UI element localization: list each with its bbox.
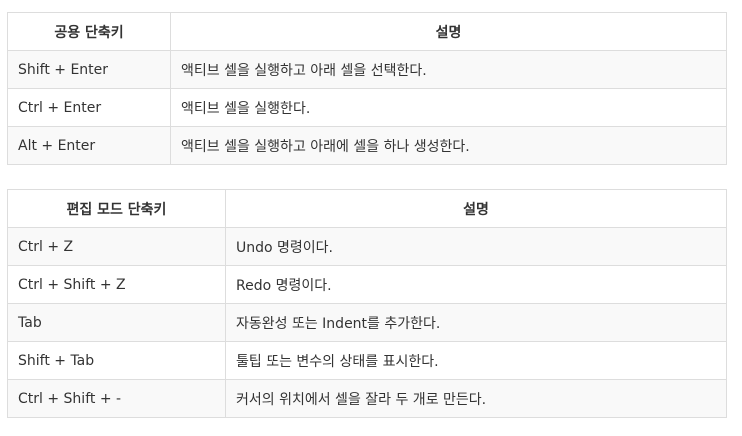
column-header-description: 설명 xyxy=(225,189,727,228)
table-row: Ctrl + Z Undo 명령이다. xyxy=(7,227,727,266)
shortcut-cell: Ctrl + Z xyxy=(7,227,226,266)
column-header-shortcut: 공용 단축키 xyxy=(7,12,171,51)
table-row: Alt + Enter 액티브 셀을 실행하고 아래에 셀을 하나 생성한다. xyxy=(7,126,727,165)
shortcut-cell: Alt + Enter xyxy=(7,126,171,165)
table-row: Shift + Tab 툴팁 또는 변수의 상태를 표시한다. xyxy=(7,341,727,380)
description-cell: 액티브 셀을 실행하고 아래에 셀을 하나 생성한다. xyxy=(170,126,727,165)
edit-mode-shortcuts-table: 편집 모드 단축키 설명 Ctrl + Z Undo 명령이다. Ctrl + … xyxy=(7,189,727,418)
description-cell: Undo 명령이다. xyxy=(225,227,727,266)
description-cell: 액티브 셀을 실행하고 아래 셀을 선택한다. xyxy=(170,50,727,89)
description-cell: 커서의 위치에서 셀을 잘라 두 개로 만든다. xyxy=(225,379,727,418)
column-header-shortcut: 편집 모드 단축키 xyxy=(7,189,226,228)
column-header-description: 설명 xyxy=(170,12,727,51)
shortcut-cell: Shift + Tab xyxy=(7,341,226,380)
shortcut-cell: Ctrl + Enter xyxy=(7,88,171,127)
shortcut-cell: Ctrl + Shift + - xyxy=(7,379,226,418)
table-row: Ctrl + Shift + Z Redo 명령이다. xyxy=(7,265,727,304)
table-row: Ctrl + Shift + - 커서의 위치에서 셀을 잘라 두 개로 만든다… xyxy=(7,379,727,418)
shortcut-cell: Tab xyxy=(7,303,226,342)
table-header-row: 편집 모드 단축키 설명 xyxy=(7,189,727,228)
table-row: Shift + Enter 액티브 셀을 실행하고 아래 셀을 선택한다. xyxy=(7,50,727,89)
common-shortcuts-table: 공용 단축키 설명 Shift + Enter 액티브 셀을 실행하고 아래 셀… xyxy=(7,12,727,165)
description-cell: Redo 명령이다. xyxy=(225,265,727,304)
shortcut-cell: Ctrl + Shift + Z xyxy=(7,265,226,304)
table-header-row: 공용 단축키 설명 xyxy=(7,12,727,51)
description-cell: 툴팁 또는 변수의 상태를 표시한다. xyxy=(225,341,727,380)
table-row: Tab 자동완성 또는 Indent를 추가한다. xyxy=(7,303,727,342)
shortcut-cell: Shift + Enter xyxy=(7,50,171,89)
description-cell: 자동완성 또는 Indent를 추가한다. xyxy=(225,303,727,342)
table-row: Ctrl + Enter 액티브 셀을 실행한다. xyxy=(7,88,727,127)
description-cell: 액티브 셀을 실행한다. xyxy=(170,88,727,127)
